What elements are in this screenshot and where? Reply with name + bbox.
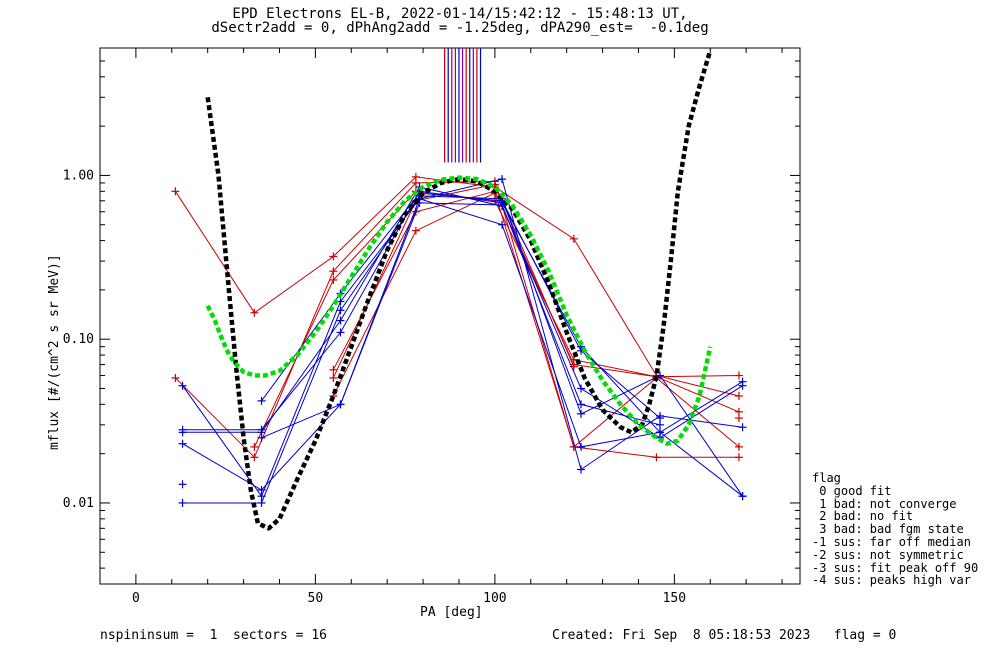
series-line	[261, 202, 661, 439]
y-tick-label: 0.01	[63, 496, 94, 511]
series-line	[174, 176, 740, 397]
series-line	[182, 190, 743, 497]
series-line	[332, 192, 740, 448]
series-line	[182, 198, 743, 491]
legend-item: 2 bad: no fit	[812, 509, 914, 524]
x-tick-label: 50	[308, 591, 324, 606]
legend-item: 1 bad: not converge	[812, 496, 957, 511]
legend-item: -4 sus: peaks high var	[812, 573, 971, 588]
series-blue	[178, 194, 747, 494]
series-blue	[178, 187, 747, 501]
legend-item: -1 sus: far off median	[812, 534, 971, 549]
series-line	[332, 190, 740, 413]
x-tick-label: 150	[663, 591, 686, 606]
footer-left: nspininsum = 1 sectors = 16	[100, 628, 327, 643]
series-red	[329, 180, 578, 382]
x-tick-label: 100	[483, 591, 506, 606]
x-tick-label: 0	[132, 591, 140, 606]
vertical-lines	[444, 48, 482, 163]
series-line	[182, 178, 743, 498]
series-red	[171, 172, 743, 400]
legend-title: flag	[812, 471, 841, 485]
fit-curve-green	[205, 175, 713, 446]
legend-item: -3 sus: fit peak off 90	[812, 560, 979, 575]
legend-item: -2 sus: not symmetric	[812, 547, 964, 562]
fit-curves	[205, 49, 713, 531]
chart-title-line1: EPD Electrons EL-B, 2022-01-14/15:42:12 …	[232, 6, 688, 22]
series-blue	[257, 198, 664, 442]
footer-right: Created: Fri Sep 8 05:18:53 2023 flag = …	[552, 628, 897, 643]
legend-item: 0 good fit	[812, 483, 892, 498]
chart-title-line2: dSectr2add = 0, dPhAng2add = -1.25deg, d…	[211, 20, 709, 36]
series-line	[175, 180, 739, 459]
flag-legend: flag 0 good fit 1 bad: not converge 2 ba…	[812, 472, 978, 587]
y-tick-label: 0.10	[63, 332, 94, 347]
y-axis-label: mflux [#/(cm^2 s sr MeV)]	[47, 254, 62, 450]
x-axis-label: PA [deg]	[420, 605, 483, 620]
series-blue	[178, 182, 747, 442]
series-line	[182, 186, 743, 439]
plot-frame	[99, 47, 801, 585]
legend-item: 3 bad: bad fgm state	[812, 522, 964, 537]
series-line	[261, 192, 661, 419]
series-line	[253, 190, 740, 448]
series-red	[171, 177, 743, 462]
y-tick-label: 1.00	[63, 168, 94, 183]
axis-ticks: 0 50 100 150 0.01 0.10 1.00	[63, 47, 800, 606]
